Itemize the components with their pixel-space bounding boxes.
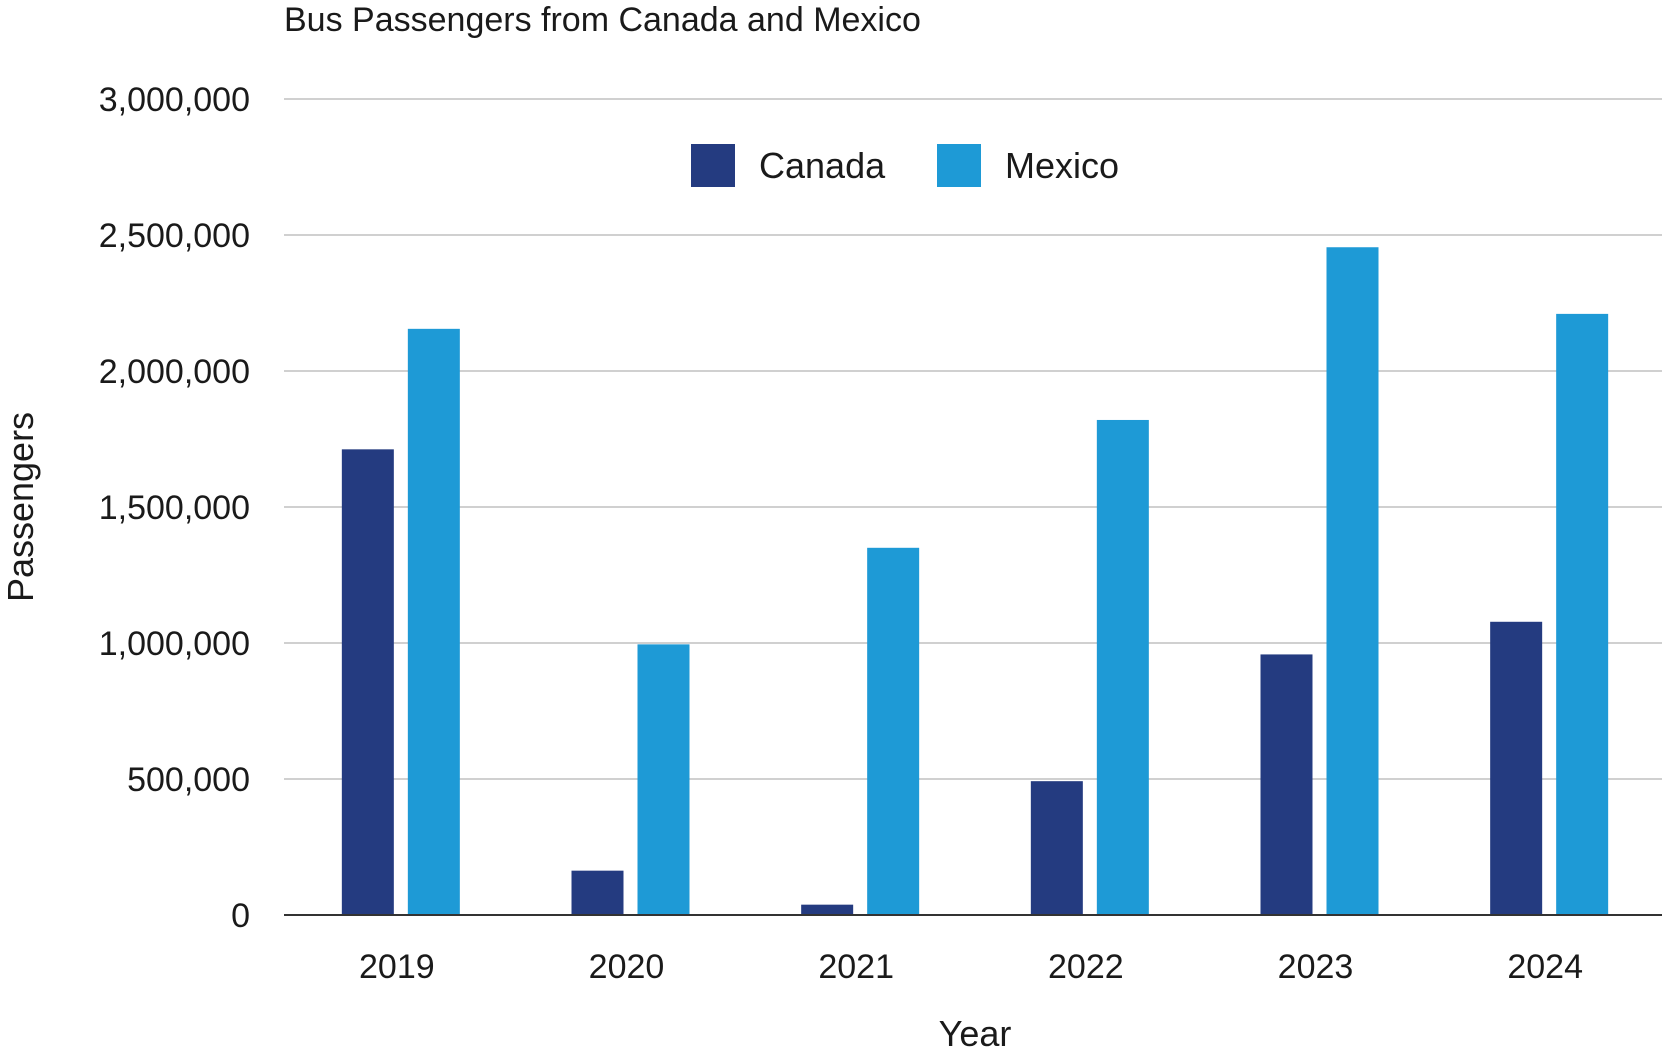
- legend: Canada Mexico: [691, 144, 1119, 187]
- y-tick-label: 2,500,000: [99, 217, 250, 255]
- x-tick-label: 2020: [589, 948, 665, 986]
- bar-mexico-2024: [1556, 313, 1609, 915]
- bar-mexico-2023: [1326, 247, 1379, 916]
- bar-canada-2019: [341, 449, 394, 915]
- bar-mexico-2022: [1096, 419, 1149, 915]
- y-tick-label: 2,000,000: [99, 353, 250, 391]
- y-tick-label: 500,000: [127, 761, 250, 799]
- x-tick-label: 2023: [1278, 948, 1354, 986]
- y-axis-label: Passengers: [0, 412, 41, 602]
- x-axis-label: Year: [939, 1013, 1012, 1054]
- bar-canada-2024: [1490, 621, 1543, 915]
- legend-label-mexico: Mexico: [1005, 145, 1119, 186]
- bar-canada-2020: [571, 870, 624, 915]
- y-tick-label: 1,500,000: [99, 489, 250, 527]
- y-tick-label: 3,000,000: [99, 81, 250, 119]
- legend-label-canada: Canada: [759, 145, 886, 186]
- bars: [341, 247, 1609, 916]
- gridlines: [284, 98, 1662, 780]
- legend-swatch-canada: [691, 144, 735, 187]
- x-tick-label: 2019: [359, 948, 435, 986]
- legend-swatch-mexico: [937, 144, 981, 187]
- bar-canada-2022: [1030, 781, 1083, 915]
- x-tick-label: 2024: [1507, 948, 1583, 986]
- bar-mexico-2019: [407, 328, 460, 916]
- bar-mexico-2020: [637, 644, 690, 915]
- bar-canada-2021: [801, 904, 854, 915]
- bar-mexico-2021: [867, 547, 920, 915]
- y-tick-label: 0: [231, 897, 250, 935]
- chart-title: Bus Passengers from Canada and Mexico: [284, 1, 921, 39]
- x-tick-label: 2021: [818, 948, 894, 986]
- x-axis-ticks: 2019 2020 2021 2022 2023 2024: [359, 948, 1583, 986]
- y-tick-label: 1,000,000: [99, 625, 250, 663]
- y-axis-ticks: 0 500,000 1,000,000 1,500,000 2,000,000 2,500…: [99, 81, 250, 935]
- bar-canada-2023: [1260, 654, 1313, 915]
- x-tick-label: 2022: [1048, 948, 1124, 986]
